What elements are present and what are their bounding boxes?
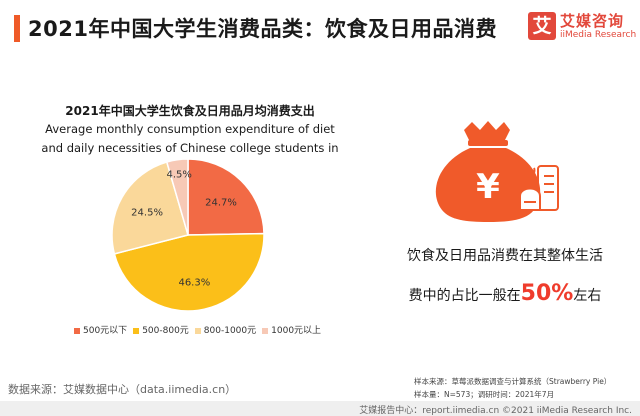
sample-source: 样本来源：草莓派数据调查与计算系统（Strawberry Pie）: [414, 377, 612, 386]
callout-percentage: 50%: [520, 281, 574, 306]
footer: 艾媒报告中心：report.iimedia.cn ©2021 iiMedia R…: [0, 401, 640, 416]
header: 2021年中国大学生消费品类：饮食及日用品消费 艾 艾媒咨询 iiMedia R…: [0, 0, 640, 56]
logo-en-text: iiMedia Research: [560, 30, 637, 40]
bag-shape: ¥: [435, 121, 541, 222]
callout-line-2-pre: 费中的占比一般在: [408, 288, 521, 304]
pie-slice-2: [113, 232, 265, 312]
callout-text: 饮食及日用品消费在其整体生活 费中的占比一般在50%左右: [385, 238, 625, 315]
pie-data-label-1: 24.7%: [205, 197, 237, 208]
pie-chart: 24.7% 46.3% 24.5% 4.5%: [111, 158, 265, 312]
legend-item-4: 1000元以上: [262, 323, 321, 336]
legend-item-2: 500-800元: [133, 323, 189, 336]
legend-swatch: [133, 327, 140, 334]
chart-title: 2021年中国大学生饮食及日用品月均消费支出: [65, 104, 315, 118]
iimedia-logo: 艾 艾媒咨询 iiMedia Research: [528, 10, 636, 46]
title-accent-bar: [14, 15, 20, 42]
sample-notes: 样本来源：草莓派数据调查与计算系统（Strawberry Pie） 样本量：N=…: [414, 375, 611, 401]
legend-item-1: 500元以下: [74, 323, 127, 336]
legend-swatch: [194, 327, 201, 334]
pie-data-label-2: 46.3%: [178, 278, 210, 289]
legend-label: 800-1000元: [203, 326, 257, 336]
page-title: 2021年中国大学生消费品类：饮食及日用品消费: [28, 17, 497, 41]
callout-line-2-post: 左右: [573, 288, 602, 304]
pie-data-label-4: 4.5%: [167, 169, 192, 180]
logo-cn-text: 艾媒咨询: [560, 12, 625, 30]
pie-slice-3: [111, 161, 189, 255]
sample-info: 样本量：N=573；调研时间：2021年7月: [414, 390, 555, 399]
chart-legend: 500元以下 500-800元 800-1000元 1000元以上: [74, 323, 374, 337]
legend-swatch: [74, 327, 80, 334]
pie-slice-4: [165, 158, 189, 236]
legend-swatch: [262, 327, 269, 334]
data-source: 数据来源：艾媒数据中心（data.iimedia.cn）: [8, 383, 237, 396]
legend-label: 1000元以上: [271, 326, 322, 336]
footer-text: 艾媒报告中心：report.iimedia.cn ©2021 iiMedia R…: [359, 406, 632, 416]
legend-label: 500-800元: [142, 326, 189, 336]
logo-mark: 艾: [528, 12, 556, 40]
callout-line-2: 费中的占比一般在50%左右: [385, 275, 625, 315]
bread-receipt-icon: [519, 165, 559, 211]
legend-label: 500元以下: [83, 326, 128, 336]
svg-text:¥: ¥: [476, 167, 500, 207]
pie-slice-1: [187, 158, 265, 236]
legend-item-3: 800-1000元: [194, 323, 257, 336]
money-bag-icon: ¥: [435, 121, 559, 222]
callout-line-1: 饮食及日用品消费在其整体生活: [407, 248, 603, 264]
pie-data-label-3: 24.5%: [131, 208, 163, 219]
